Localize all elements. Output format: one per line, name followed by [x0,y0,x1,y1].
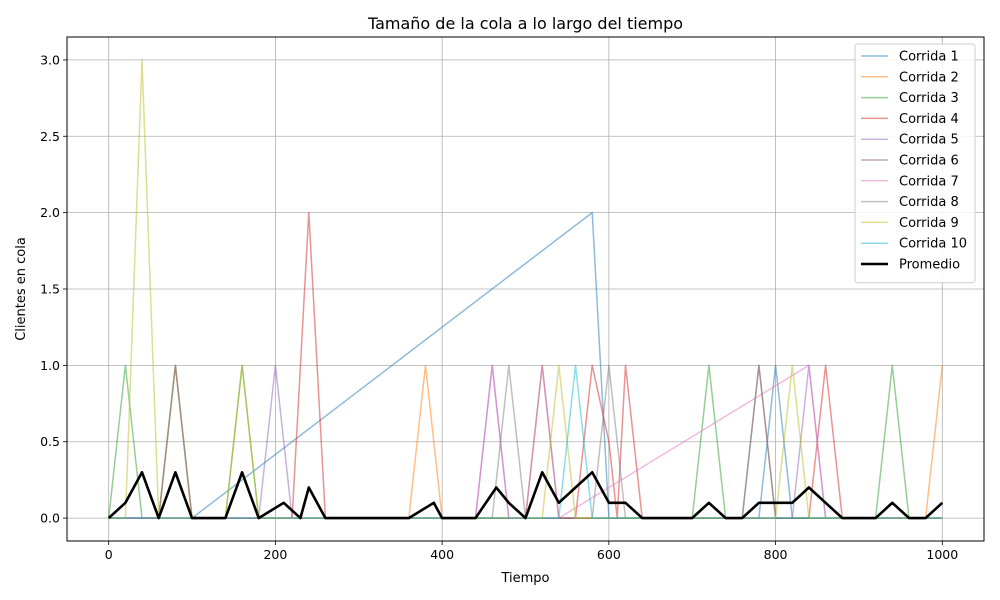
legend-label: Corrida 8 [899,195,959,210]
y-tick-label: 1.5 [40,282,60,297]
legend-label: Corrida 10 [899,237,967,252]
y-tick-label: 3.0 [40,52,60,67]
legend-label: Corrida 5 [899,133,959,148]
y-axis-title: Clientes en cola [14,237,29,341]
legend: Corrida 1 Corrida 2 Corrida 3 Corrida 4 Corr… [854,43,976,284]
x-tick-label: 600 [597,547,621,562]
x-axis-title: Tiempo [500,571,549,586]
legend-label: Promedio [899,258,960,273]
legend-label: Corrida 4 [899,112,959,127]
y-tick-label: 1.0 [40,358,60,373]
legend-label: Corrida 6 [899,154,959,169]
chart-title: Tamaño de la cola a lo largo del tiempo [367,14,683,33]
x-tick-label: 400 [430,547,454,562]
series-line-7 [108,364,943,519]
legend-label: Corrida 1 [899,50,959,65]
series-line-4 [108,211,943,519]
y-tick-label: 2.5 [40,129,60,144]
y-tick-label: 0.0 [40,511,60,526]
x-tick-label: 0 [105,547,113,562]
y-tick-label: 0.5 [40,434,60,449]
x-tick-label: 200 [263,547,287,562]
legend-label: Corrida 9 [899,216,959,231]
axis-ticks: 0 200 400 600 800 1000 0.0 0.5 1.0 1.5 2.0 2.5 3.0 [40,52,958,562]
x-tick-label: 800 [764,547,788,562]
legend-label: Corrida 7 [899,174,959,189]
legend-label: Corrida 2 [899,70,959,85]
legend-label: Corrida 3 [899,91,959,106]
series-line-11 [107,470,944,520]
series-lines [107,59,944,520]
x-tick-label: 1000 [926,547,958,562]
y-tick-label: 2.0 [40,205,60,220]
